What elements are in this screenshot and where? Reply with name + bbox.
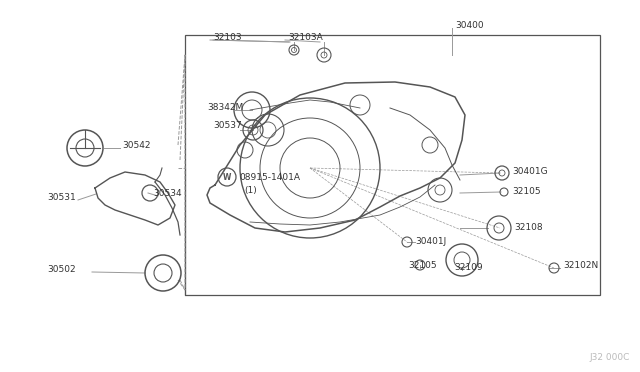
Text: 30542: 30542 xyxy=(122,141,150,151)
Text: 32103: 32103 xyxy=(213,33,242,42)
Text: 30400: 30400 xyxy=(455,22,484,31)
Text: 32108: 32108 xyxy=(514,224,543,232)
Text: 38342M: 38342M xyxy=(207,103,243,112)
Bar xyxy=(185,35,600,295)
Text: 30537: 30537 xyxy=(213,122,242,131)
Text: 08915-1401A: 08915-1401A xyxy=(239,173,300,182)
Text: 32109: 32109 xyxy=(454,263,483,273)
Text: 32102N: 32102N xyxy=(563,262,598,270)
Text: (1): (1) xyxy=(244,186,257,195)
Text: 32105: 32105 xyxy=(408,260,436,269)
Text: 30534: 30534 xyxy=(153,189,182,198)
Text: 30531: 30531 xyxy=(47,193,76,202)
Text: 30401G: 30401G xyxy=(512,167,548,176)
Text: 32105: 32105 xyxy=(512,187,541,196)
Text: W: W xyxy=(223,173,231,182)
Text: 30502: 30502 xyxy=(47,266,76,275)
Text: 32103A: 32103A xyxy=(288,33,323,42)
Text: J32 000C: J32 000C xyxy=(589,353,630,362)
Text: 30401J: 30401J xyxy=(415,237,446,247)
